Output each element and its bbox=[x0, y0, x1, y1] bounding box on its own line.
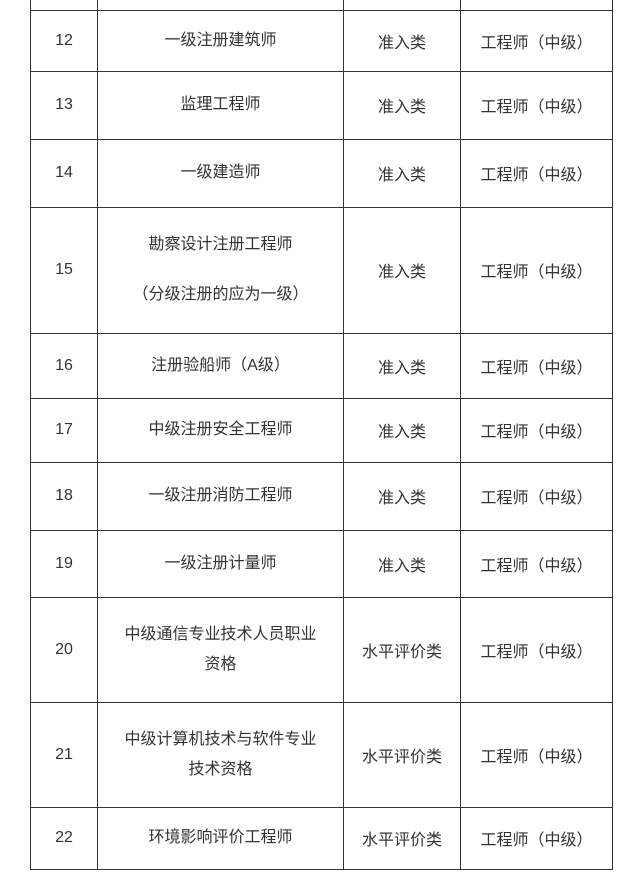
cell-name: 一级注册建筑师 bbox=[97, 9, 344, 72]
cell-name: 中级通信专业技术人员职业 资格 bbox=[97, 596, 344, 703]
cell-number: 22 bbox=[30, 806, 98, 870]
qualification-name-line: 一级注册建筑师 bbox=[164, 31, 277, 49]
cell-number: 17 bbox=[30, 397, 98, 463]
cell-level: 工程师（中级） bbox=[460, 701, 613, 808]
cell-level: 工程师（中级） bbox=[460, 9, 613, 72]
cell-name: 注册验船师（A级） bbox=[97, 332, 344, 399]
cell-level: 工程师（中级） bbox=[460, 70, 613, 140]
cell-level: 工程师（中级） bbox=[460, 529, 613, 598]
cell-level: 工程师（中级） bbox=[460, 461, 613, 531]
cell-category: 准入类 bbox=[343, 206, 461, 334]
cell-name: 监理工程师 bbox=[97, 70, 344, 140]
table-row: 19 一级注册计量师 准入类 工程师（中级） bbox=[30, 529, 613, 598]
qualifications-table-body: 12 一级注册建筑师 准入类 工程师（中级） 13 监理工程师 准入类 工程师（… bbox=[30, 0, 613, 870]
qualification-name-line: 勘察设计注册工程师 bbox=[148, 236, 293, 253]
qualification-name-line: 资格 bbox=[204, 655, 237, 673]
qualification-name-line: 一级建造师 bbox=[180, 164, 261, 181]
table-row: 16 注册验船师（A级） 准入类 工程师（中级） bbox=[30, 332, 613, 399]
table-row: 15 勘察设计注册工程师 （分级注册的应为一级） 准入类 工程师（中级） bbox=[30, 206, 613, 334]
cell-name: 一级注册消防工程师 bbox=[97, 461, 344, 531]
qualification-name-line: 监理工程师 bbox=[180, 96, 261, 113]
qualification-name-line: 环境影响评价工程师 bbox=[148, 829, 293, 846]
qualification-name-line: 注册验船师（A级） bbox=[151, 356, 290, 374]
table-row: 18 一级注册消防工程师 准入类 工程师（中级） bbox=[30, 461, 613, 531]
cell-name: 一级注册计量师 bbox=[97, 529, 344, 598]
cell-number bbox=[30, 0, 98, 11]
cell-number: 18 bbox=[30, 461, 98, 531]
cell-category: 准入类 bbox=[343, 397, 461, 463]
table-row-partial bbox=[30, 0, 613, 11]
cell-level: 工程师（中级） bbox=[460, 397, 613, 463]
table-row: 22 环境影响评价工程师 水平评价类 工程师（中级） bbox=[30, 806, 613, 870]
cell-category bbox=[343, 0, 461, 11]
cell-level: 工程师（中级） bbox=[460, 596, 613, 703]
table-row: 21 中级计算机技术与软件专业 技术资格 水平评价类 工程师（中级） bbox=[30, 701, 613, 808]
table-row: 17 中级注册安全工程师 准入类 工程师（中级） bbox=[30, 397, 613, 463]
qualification-name-line: 一级注册消防工程师 bbox=[148, 487, 293, 504]
cell-name: 勘察设计注册工程师 （分级注册的应为一级） bbox=[97, 206, 344, 334]
qualification-name-line: 中级注册安全工程师 bbox=[148, 421, 293, 438]
cell-level: 工程师（中级） bbox=[460, 806, 613, 870]
cell-level bbox=[460, 0, 613, 11]
cell-level: 工程师（中级） bbox=[460, 332, 613, 399]
cell-number: 13 bbox=[30, 70, 98, 140]
cell-category: 水平评价类 bbox=[343, 596, 461, 703]
cell-number: 20 bbox=[30, 596, 98, 703]
cell-name bbox=[97, 0, 344, 11]
table-row: 13 监理工程师 准入类 工程师（中级） bbox=[30, 70, 613, 140]
cell-number: 16 bbox=[30, 332, 98, 399]
cell-category: 准入类 bbox=[343, 529, 461, 598]
cell-number: 12 bbox=[30, 9, 98, 72]
cell-category: 准入类 bbox=[343, 461, 461, 531]
cell-number: 14 bbox=[30, 138, 98, 208]
cell-level: 工程师（中级） bbox=[460, 206, 613, 334]
table-row: 20 中级通信专业技术人员职业 资格 水平评价类 工程师（中级） bbox=[30, 596, 613, 703]
table-row: 12 一级注册建筑师 准入类 工程师（中级） bbox=[30, 9, 613, 72]
cell-name: 中级注册安全工程师 bbox=[97, 397, 344, 463]
cell-category: 准入类 bbox=[343, 70, 461, 140]
cell-name: 中级计算机技术与软件专业 技术资格 bbox=[97, 701, 344, 808]
qualification-name-line: 技术资格 bbox=[188, 760, 253, 778]
cell-name: 一级建造师 bbox=[97, 138, 344, 208]
cell-level: 工程师（中级） bbox=[460, 138, 613, 208]
cell-category: 水平评价类 bbox=[343, 806, 461, 870]
cell-category: 水平评价类 bbox=[343, 701, 461, 808]
cell-category: 准入类 bbox=[343, 9, 461, 72]
qualification-note: （分级注册的应为一级） bbox=[132, 286, 309, 303]
cell-category: 准入类 bbox=[343, 138, 461, 208]
cell-category: 准入类 bbox=[343, 332, 461, 399]
qualification-name-line: 中级通信专业技术人员职业 bbox=[124, 625, 317, 643]
cell-number: 21 bbox=[30, 701, 98, 808]
qualification-name-line: 一级注册计量师 bbox=[164, 554, 277, 572]
qualifications-table: 12 一级注册建筑师 准入类 工程师（中级） 13 监理工程师 准入类 工程师（… bbox=[30, 0, 613, 870]
table-row: 14 一级建造师 准入类 工程师（中级） bbox=[30, 138, 613, 208]
cell-name: 环境影响评价工程师 bbox=[97, 806, 344, 870]
document-table-container: 12 一级注册建筑师 准入类 工程师（中级） 13 监理工程师 准入类 工程师（… bbox=[30, 0, 613, 870]
qualification-name-line: 中级计算机技术与软件专业 bbox=[124, 730, 317, 748]
cell-number: 19 bbox=[30, 529, 98, 598]
cell-number: 15 bbox=[30, 206, 98, 334]
